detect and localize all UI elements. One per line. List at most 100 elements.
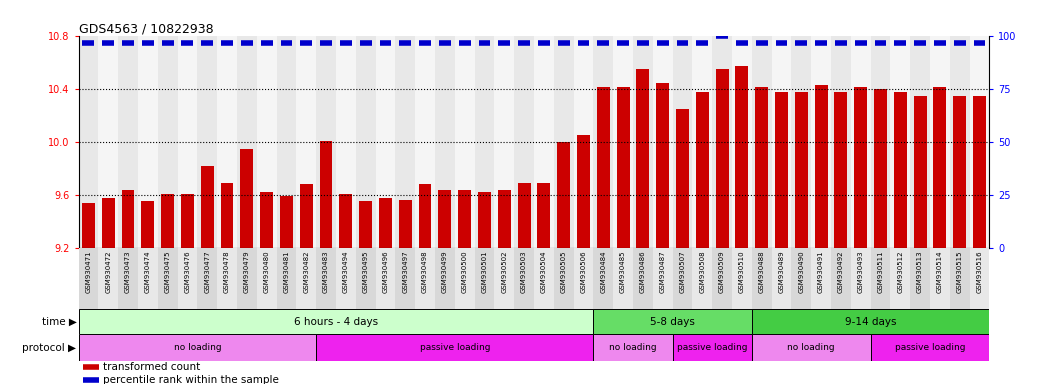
Bar: [158, 248, 178, 309]
Text: GSM930508: GSM930508: [699, 251, 706, 293]
Text: GSM930512: GSM930512: [897, 251, 904, 293]
Bar: [435, 248, 454, 309]
Bar: [633, 36, 652, 248]
Bar: [637, 70, 649, 248]
Text: GSM930497: GSM930497: [402, 251, 408, 293]
Bar: [161, 194, 174, 248]
Bar: [656, 83, 669, 248]
Bar: [79, 36, 98, 248]
Bar: [676, 109, 689, 248]
Bar: [82, 203, 95, 248]
Bar: [396, 36, 416, 248]
Bar: [118, 36, 138, 248]
Text: GSM930494: GSM930494: [342, 251, 349, 293]
Bar: [834, 92, 847, 248]
Text: GSM930498: GSM930498: [422, 251, 428, 293]
Bar: [197, 36, 217, 248]
Bar: [261, 192, 273, 248]
Bar: [752, 309, 989, 334]
Bar: [851, 248, 871, 309]
Bar: [296, 36, 316, 248]
Text: GSM930510: GSM930510: [739, 251, 744, 293]
Bar: [597, 87, 609, 248]
Text: GSM930507: GSM930507: [680, 251, 686, 293]
Bar: [594, 36, 614, 248]
Text: GSM930496: GSM930496: [382, 251, 388, 293]
Text: percentile rank within the sample: percentile rank within the sample: [103, 375, 279, 384]
Bar: [181, 194, 194, 248]
Bar: [158, 36, 178, 248]
Bar: [874, 89, 887, 248]
Text: no loading: no loading: [787, 343, 836, 352]
Bar: [752, 248, 772, 309]
Bar: [316, 248, 336, 309]
Bar: [356, 36, 376, 248]
Bar: [914, 96, 927, 248]
Text: GSM930477: GSM930477: [204, 251, 210, 293]
Bar: [221, 183, 233, 248]
Text: GSM930475: GSM930475: [164, 251, 171, 293]
Bar: [594, 334, 672, 361]
Bar: [815, 85, 827, 248]
Bar: [871, 248, 890, 309]
Bar: [517, 183, 531, 248]
Bar: [851, 36, 871, 248]
Bar: [910, 36, 930, 248]
Bar: [672, 334, 752, 361]
Bar: [716, 70, 729, 248]
Text: GSM930511: GSM930511: [877, 251, 884, 293]
Bar: [950, 248, 970, 309]
Bar: [439, 190, 451, 248]
Bar: [257, 36, 276, 248]
Bar: [98, 36, 118, 248]
Bar: [102, 197, 115, 248]
Bar: [494, 248, 514, 309]
Bar: [735, 66, 749, 248]
Bar: [792, 248, 811, 309]
Bar: [732, 36, 752, 248]
Bar: [276, 36, 296, 248]
Bar: [316, 334, 594, 361]
Text: no loading: no loading: [174, 343, 221, 352]
Text: 6 hours - 4 days: 6 hours - 4 days: [294, 316, 378, 327]
Bar: [831, 248, 851, 309]
Bar: [574, 248, 594, 309]
Text: GSM930483: GSM930483: [324, 251, 329, 293]
Bar: [652, 36, 672, 248]
Bar: [296, 248, 316, 309]
Bar: [121, 190, 134, 248]
Text: GSM930514: GSM930514: [937, 251, 943, 293]
Bar: [399, 200, 411, 248]
Bar: [419, 184, 431, 248]
Text: GSM930491: GSM930491: [818, 251, 824, 293]
Bar: [98, 248, 118, 309]
Text: GSM930503: GSM930503: [521, 251, 527, 293]
Bar: [379, 197, 392, 248]
Bar: [973, 96, 986, 248]
Bar: [319, 141, 333, 248]
Bar: [854, 87, 867, 248]
Bar: [454, 36, 474, 248]
Bar: [416, 36, 435, 248]
Bar: [237, 36, 257, 248]
Bar: [197, 248, 217, 309]
Bar: [336, 248, 356, 309]
Bar: [435, 36, 454, 248]
Bar: [970, 36, 989, 248]
Text: GSM930487: GSM930487: [660, 251, 666, 293]
Bar: [772, 36, 792, 248]
Bar: [237, 248, 257, 309]
Bar: [79, 334, 316, 361]
Bar: [692, 248, 712, 309]
Bar: [359, 202, 372, 248]
Text: GSM930492: GSM930492: [838, 251, 844, 293]
Bar: [141, 202, 154, 248]
Bar: [554, 36, 574, 248]
Bar: [970, 248, 989, 309]
Bar: [280, 196, 293, 248]
Text: 5-8 days: 5-8 days: [650, 316, 695, 327]
Text: GSM930484: GSM930484: [600, 251, 606, 293]
Bar: [614, 248, 633, 309]
Bar: [594, 248, 614, 309]
Bar: [752, 36, 772, 248]
